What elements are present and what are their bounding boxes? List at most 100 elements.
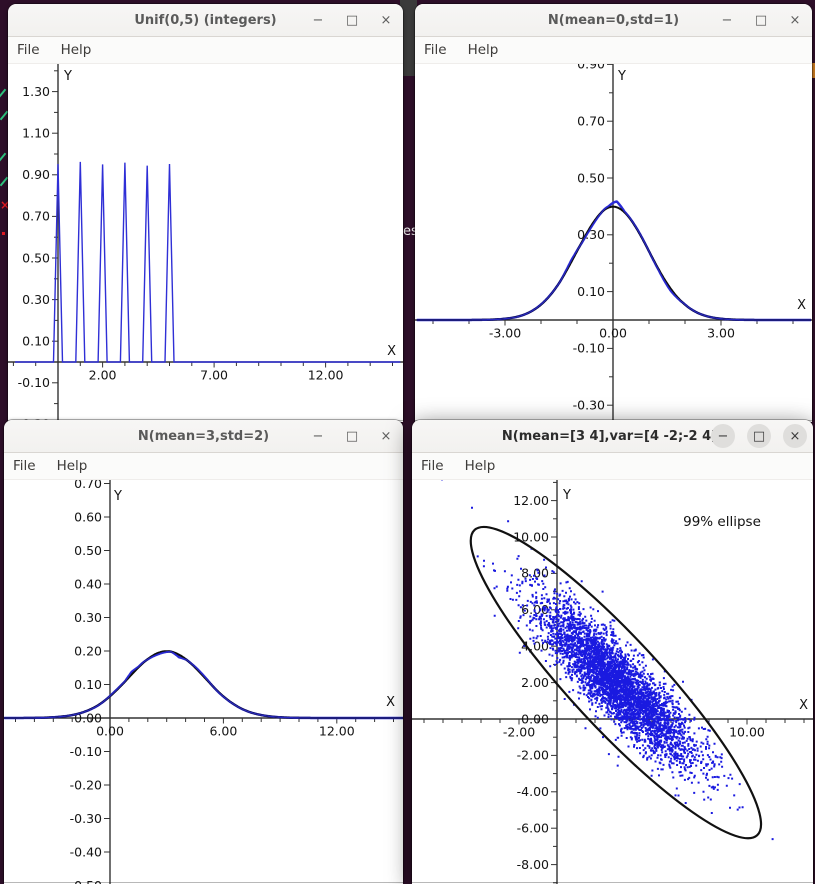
svg-text:-0.40: -0.40: [70, 844, 102, 859]
svg-text:6.00: 6.00: [209, 724, 237, 739]
svg-text:0.00: 0.00: [599, 326, 627, 341]
svg-text:-2.00: -2.00: [503, 725, 535, 740]
svg-text:X: X: [387, 344, 396, 359]
close-button[interactable]: ×: [380, 428, 392, 444]
svg-text:Y: Y: [562, 488, 571, 503]
svg-text:2.00: 2.00: [521, 675, 549, 690]
minimize-button[interactable]: −: [312, 12, 324, 28]
plot-normal-3-2: 0.00 6.00 12.00 0.70 0.60 0.50 0.40 0.30 0.20 0.1…: [4, 480, 403, 884]
svg-text:2.00: 2.00: [89, 368, 117, 383]
close-button[interactable]: ×: [783, 424, 807, 448]
svg-text:-0.30: -0.30: [70, 811, 102, 826]
svg-text:0.50: 0.50: [22, 250, 50, 265]
window-normal-3-2: N(mean=3,std=2) − □ × File Help 0.00 6.00…: [3, 419, 404, 884]
titlebar[interactable]: N(mean=[3 4],var=[4 -2;-2 4]) − □ ×: [412, 420, 813, 453]
menubar: File Help: [8, 37, 403, 64]
menu-help[interactable]: Help: [56, 458, 88, 474]
svg-text:-3.00: -3.00: [489, 326, 521, 341]
plot-normal-std: -3.00 0.00 3.000.900.700.500.300.10-0.10-0…: [415, 64, 812, 422]
svg-text:10.00: 10.00: [513, 529, 549, 544]
menu-help[interactable]: Help: [467, 42, 499, 58]
svg-text:-0.20: -0.20: [70, 777, 102, 792]
menubar: File Help: [4, 453, 403, 480]
svg-text:X: X: [799, 698, 808, 713]
svg-text:0.10: 0.10: [22, 334, 50, 349]
svg-text:0.00: 0.00: [96, 724, 124, 739]
svg-text:0.50: 0.50: [577, 170, 605, 185]
svg-text:-6.00: -6.00: [517, 821, 549, 836]
svg-text:10.00: 10.00: [729, 725, 765, 740]
svg-text:0.00: 0.00: [521, 711, 549, 726]
svg-text:-0.30: -0.30: [573, 398, 605, 413]
svg-text:0.40: 0.40: [74, 576, 102, 591]
svg-text:0.30: 0.30: [74, 610, 102, 625]
menu-file[interactable]: File: [421, 458, 444, 474]
svg-text:-0.10: -0.10: [573, 341, 605, 356]
close-button[interactable]: ×: [380, 12, 392, 28]
svg-text:Y: Y: [617, 69, 626, 84]
window-title: Unif(0,5) (integers): [134, 12, 277, 28]
svg-text:0.10: 0.10: [74, 677, 102, 692]
window-unif: Unif(0,5) (integers) − □ × File Help 2.0…: [7, 3, 404, 422]
svg-text:99% ellipse: 99% ellipse: [683, 514, 761, 530]
desktop-icon-fragment-red-x: ×: [0, 198, 8, 212]
window-title: N(mean=[3 4],var=[4 -2;-2 4]): [501, 428, 724, 444]
window-normal-0-1: N(mean=0,std=1) − □ × File Help -3.00 0.0…: [414, 3, 813, 422]
titlebar[interactable]: N(mean=0,std=1) − □ ×: [415, 4, 812, 37]
titlebar[interactable]: N(mean=3,std=2) − □ ×: [4, 420, 403, 453]
maximize-button[interactable]: □: [754, 12, 768, 28]
minimize-button[interactable]: −: [711, 424, 735, 448]
desktop-top-gap: [400, 0, 417, 76]
svg-text:0.30: 0.30: [22, 292, 50, 307]
desktop-text-fragment: es: [403, 224, 415, 239]
svg-text:-0.30: -0.30: [18, 417, 50, 422]
menu-file[interactable]: File: [13, 458, 36, 474]
svg-text:X: X: [386, 695, 395, 710]
svg-text:-8.00: -8.00: [517, 857, 549, 872]
svg-text:-0.10: -0.10: [70, 744, 102, 759]
menu-file[interactable]: File: [17, 42, 40, 58]
svg-text:3.00: 3.00: [707, 326, 735, 341]
svg-text:0.70: 0.70: [74, 480, 102, 491]
plot-bivariate-scatter: -2.0010.0012.0010.008.006.004.002.000.00…: [412, 480, 813, 884]
titlebar[interactable]: Unif(0,5) (integers) − □ ×: [8, 4, 403, 37]
svg-text:7.00: 7.00: [200, 368, 228, 383]
maximize-button[interactable]: □: [345, 428, 359, 444]
svg-text:0.10: 0.10: [577, 284, 605, 299]
svg-text:Y: Y: [63, 69, 72, 84]
menu-help[interactable]: Help: [60, 42, 92, 58]
menubar: File Help: [415, 37, 812, 64]
svg-text:Y: Y: [113, 489, 122, 504]
svg-text:0.20: 0.20: [74, 643, 102, 658]
minimize-button[interactable]: −: [312, 428, 324, 444]
desktop-icon-fragment-red-dot: [2, 232, 5, 235]
svg-text:-2.00: -2.00: [517, 748, 549, 763]
svg-text:-0.50: -0.50: [70, 878, 102, 884]
close-button[interactable]: ×: [789, 12, 801, 28]
window-bivariate-normal: N(mean=[3 4],var=[4 -2;-2 4]) − □ × File…: [411, 419, 814, 884]
svg-text:0.70: 0.70: [577, 114, 605, 129]
maximize-button[interactable]: □: [345, 12, 359, 28]
menubar: File Help: [412, 453, 813, 480]
svg-text:0.50: 0.50: [74, 543, 102, 558]
svg-text:8.00: 8.00: [521, 566, 549, 581]
window-title: N(mean=3,std=2): [137, 428, 270, 444]
desktop-icon-fragment-green-3: [0, 152, 7, 163]
window-title: N(mean=0,std=1): [547, 12, 680, 28]
svg-text:0.90: 0.90: [577, 64, 605, 72]
svg-text:1.30: 1.30: [22, 84, 50, 99]
menu-help[interactable]: Help: [464, 458, 496, 474]
svg-text:0.90: 0.90: [22, 167, 50, 182]
svg-text:0.70: 0.70: [22, 209, 50, 224]
svg-text:12.00: 12.00: [513, 493, 549, 508]
desktop-icon-fragment-green-1: [0, 88, 7, 99]
desktop-orange-fragment: [812, 63, 815, 78]
svg-text:-0.10: -0.10: [18, 375, 50, 390]
maximize-button[interactable]: □: [747, 424, 771, 448]
svg-text:-4.00: -4.00: [517, 784, 549, 799]
svg-text:1.10: 1.10: [22, 126, 50, 141]
menu-file[interactable]: File: [424, 42, 447, 58]
minimize-button[interactable]: −: [721, 12, 733, 28]
svg-text:X: X: [797, 298, 806, 313]
plot-uniform-integers: 2.00 7.00 12.00 1.30 1.10 0.90 0.70 0.50 0.30 0.1…: [8, 64, 403, 422]
